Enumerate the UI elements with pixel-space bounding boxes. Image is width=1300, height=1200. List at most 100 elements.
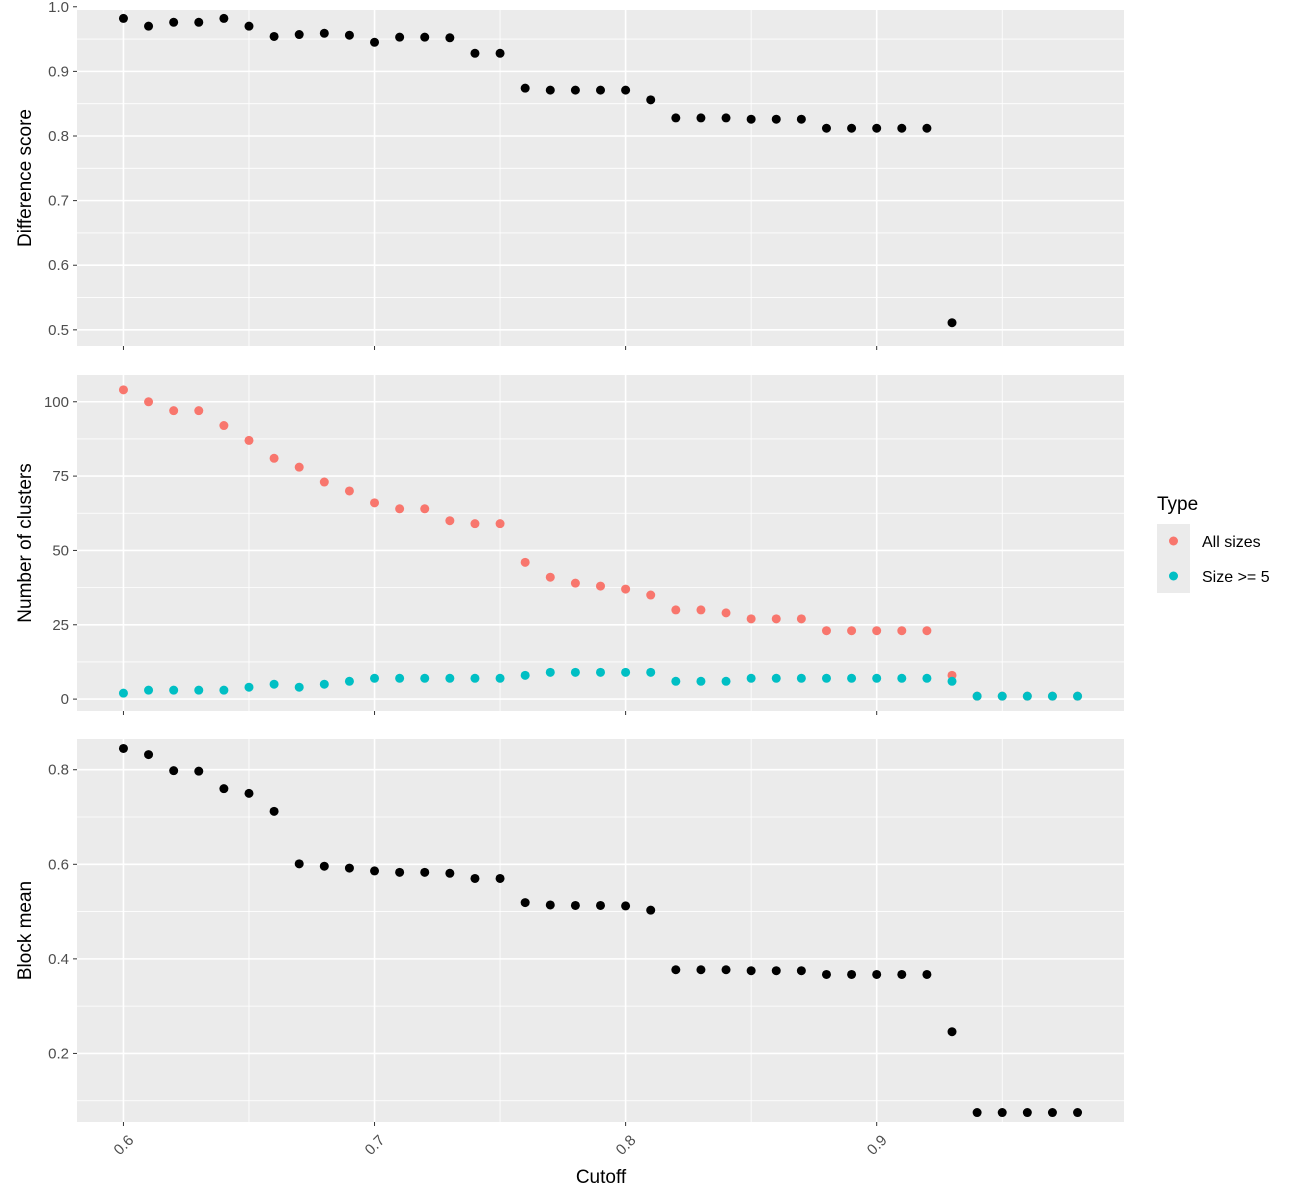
data-point <box>796 614 806 624</box>
data-point <box>520 83 530 93</box>
data-point <box>520 670 530 680</box>
data-point <box>269 453 279 463</box>
data-point <box>420 673 430 683</box>
data-point <box>144 750 154 760</box>
data-point <box>847 969 857 979</box>
data-point <box>671 676 681 686</box>
data-point <box>771 673 781 683</box>
y-tick-label: 0.6 <box>48 856 69 873</box>
data-point <box>319 861 329 871</box>
data-point <box>470 48 480 58</box>
y-axis-title: Difference score <box>15 109 36 247</box>
data-point <box>746 614 756 624</box>
x-axis-title: Cutoff <box>576 1167 627 1188</box>
x-tick-label: 0.7 <box>362 1132 389 1159</box>
data-point <box>947 318 957 328</box>
data-point <box>169 685 179 695</box>
data-point <box>646 667 656 677</box>
data-point <box>495 673 505 683</box>
data-point <box>219 685 229 695</box>
data-point <box>696 965 706 975</box>
data-point <box>897 626 907 636</box>
panel-background <box>77 375 1124 711</box>
data-point <box>144 21 154 31</box>
data-point <box>194 406 204 416</box>
data-point <box>646 590 656 600</box>
data-point <box>997 691 1007 701</box>
data-point <box>671 965 681 975</box>
series-points <box>118 13 957 328</box>
data-point <box>721 608 731 618</box>
data-point <box>947 676 957 686</box>
x-tick-label: 0.9 <box>864 1132 891 1159</box>
data-point <box>370 673 380 683</box>
data-point <box>922 673 932 683</box>
data-point <box>370 866 380 876</box>
data-point <box>1047 1108 1057 1118</box>
data-point <box>872 673 882 683</box>
data-point <box>872 123 882 133</box>
y-tick-label: 0.2 <box>48 1045 69 1062</box>
data-point <box>972 691 982 701</box>
data-point <box>395 867 405 877</box>
data-point <box>646 95 656 105</box>
data-point <box>294 462 304 472</box>
data-point <box>169 766 179 776</box>
data-point <box>269 679 279 689</box>
series-points <box>118 743 1083 1118</box>
data-point <box>244 21 254 31</box>
panel-difference-score: 0.5 0.6 0.7 0.8 0.9 1.0 Difference score <box>15 0 1124 350</box>
data-point <box>294 682 304 692</box>
data-point <box>947 1027 957 1037</box>
y-tick-label: 0.6 <box>48 257 69 274</box>
data-point <box>621 667 631 677</box>
y-tick-label: 50 <box>52 542 69 559</box>
data-point <box>194 685 204 695</box>
x-tick-label: 0.6 <box>111 1132 138 1159</box>
data-point <box>169 17 179 27</box>
data-point <box>1022 1108 1032 1118</box>
data-point <box>545 900 555 910</box>
data-point <box>696 676 706 686</box>
data-point <box>596 581 605 591</box>
y-tick-label: 25 <box>52 617 69 634</box>
data-point <box>821 123 831 133</box>
data-point <box>294 30 304 40</box>
data-point <box>118 385 128 395</box>
data-point <box>495 48 505 58</box>
data-point <box>370 37 380 47</box>
data-point <box>545 572 555 582</box>
data-point <box>570 85 580 95</box>
data-point <box>244 435 254 445</box>
data-point <box>897 123 907 133</box>
legend-title: Type <box>1157 494 1198 515</box>
data-point <box>796 673 806 683</box>
data-point <box>746 673 756 683</box>
panel-block-mean: 0.2 0.4 0.6 0.8 Block mean <box>15 739 1124 1126</box>
data-point <box>520 898 530 908</box>
series-size-5 <box>118 667 1083 701</box>
data-point <box>1022 691 1032 701</box>
data-point <box>821 626 831 636</box>
panels: 0.5 0.6 0.7 0.8 0.9 1.0 Difference score 0 25 50 7… <box>15 0 1124 1159</box>
data-point <box>395 673 405 683</box>
data-point <box>194 766 204 776</box>
data-point <box>144 397 154 407</box>
data-point <box>1047 691 1057 701</box>
data-point <box>420 32 430 42</box>
data-point <box>545 85 555 95</box>
data-point <box>997 1108 1007 1118</box>
data-point <box>319 679 329 689</box>
panel-background <box>77 739 1124 1122</box>
data-point <box>319 28 329 38</box>
data-point <box>520 557 530 567</box>
data-point <box>344 486 354 496</box>
panel-background <box>77 10 1124 346</box>
data-point <box>922 626 932 636</box>
data-point <box>445 673 455 683</box>
data-point <box>972 1108 982 1118</box>
data-point <box>495 519 505 529</box>
data-point <box>244 682 254 692</box>
data-point <box>570 667 580 677</box>
